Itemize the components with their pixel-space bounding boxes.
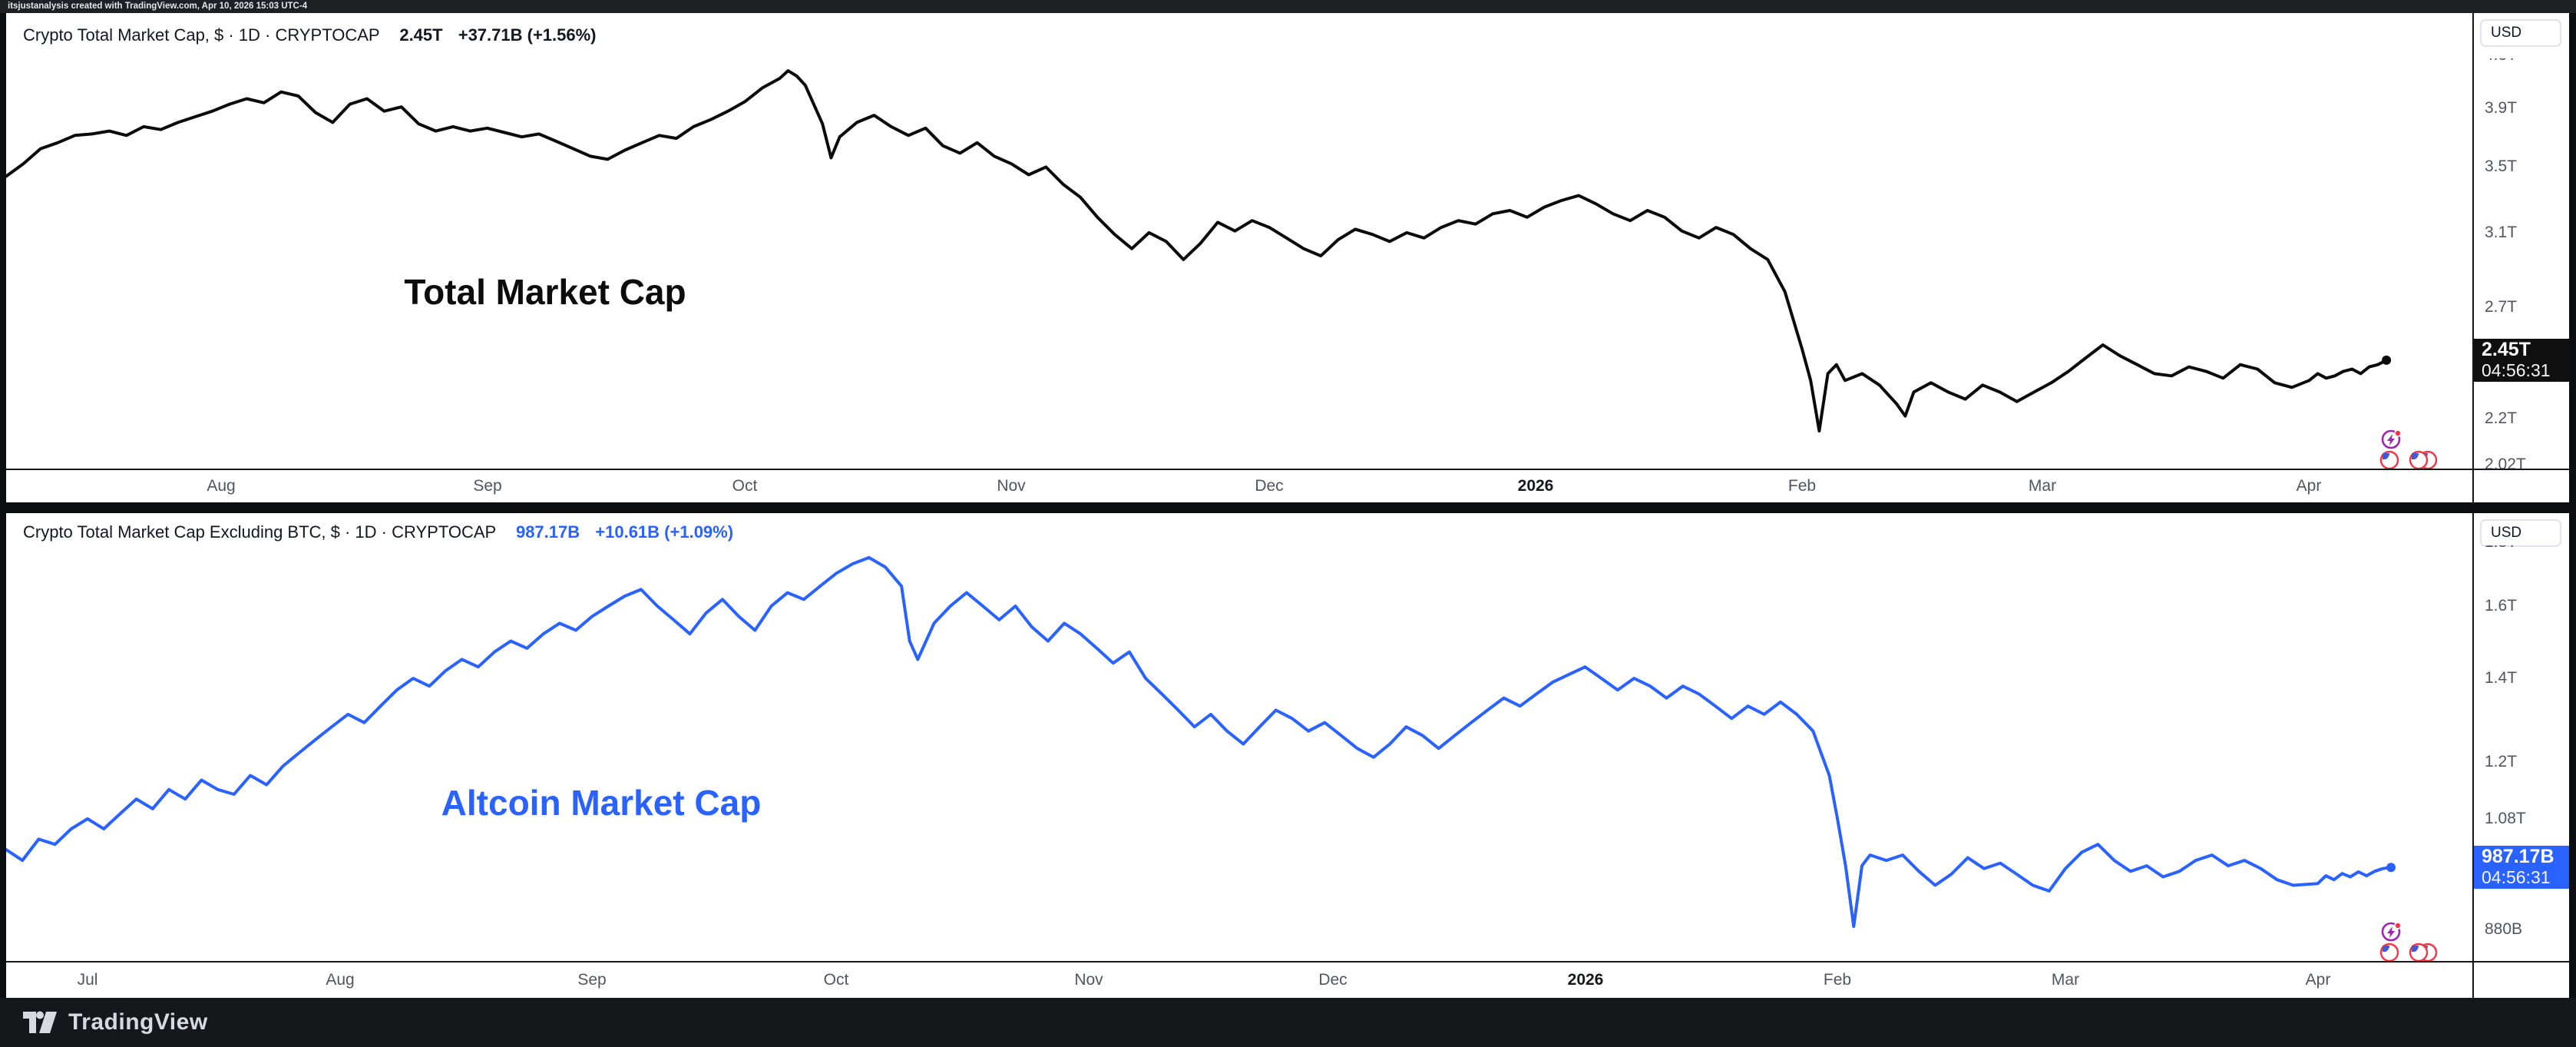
badge-price: 987.17B bbox=[2482, 846, 2555, 867]
last-price-dot bbox=[2382, 355, 2392, 365]
y-axis-tick: 1.6T bbox=[2485, 597, 2518, 615]
x-axis-tick: Apr bbox=[2305, 971, 2331, 989]
total-market-cap-chart[interactable] bbox=[6, 13, 2472, 470]
panel-divider[interactable] bbox=[0, 502, 2576, 513]
altcoin-market-cap-panel: Crypto Total Market Cap Excluding BTC, $… bbox=[6, 513, 2569, 998]
badge-countdown: 04:56:31 bbox=[2482, 867, 2551, 887]
y-axis-tick: 2.02T bbox=[2485, 456, 2526, 473]
x-axis-tick: Dec bbox=[1318, 971, 1348, 989]
altcoin-market-cap-chart[interactable] bbox=[6, 513, 2472, 963]
chart-annotation-altcoin: Altcoin Market Cap bbox=[441, 783, 762, 823]
chart-annotation-total: Total Market Cap bbox=[404, 272, 686, 312]
last-price: 2.45T bbox=[399, 25, 443, 45]
attribution-bar: itsjustanalysis created with TradingView… bbox=[0, 0, 2576, 13]
y-axis-tick: 2.2T bbox=[2485, 409, 2518, 427]
symbol-title: Crypto Total Market Cap, $ · 1D · CRYPTO… bbox=[23, 25, 380, 45]
x-axis-tick: Oct bbox=[823, 971, 849, 989]
attribution-text: itsjustanalysis created with TradingView… bbox=[8, 2, 308, 11]
y-axis-tick: 1.4T bbox=[2485, 669, 2518, 687]
symbol-legend[interactable]: Crypto Total Market Cap Excluding BTC, $… bbox=[23, 522, 733, 542]
y-axis-tick: 1.08T bbox=[2485, 810, 2526, 827]
us-flag-event-icon[interactable] bbox=[2379, 943, 2399, 963]
lightning-event-icon[interactable] bbox=[2381, 429, 2402, 449]
badge-price: 2.45T bbox=[2482, 339, 2531, 360]
y-axis-tick: 2.7T bbox=[2485, 298, 2518, 316]
x-axis-tick: Dec bbox=[1255, 477, 1284, 495]
price-axis[interactable]: USD 987.17B 04:56:31 1.8T 1.6T 1.4T 1.2T 1.0… bbox=[2472, 513, 2569, 998]
x-axis-tick: Sep bbox=[577, 971, 607, 989]
price-axis[interactable]: USD 2.45T 04:56:31 4.3T 3.9T 3.5T 3.1T 2.7T 2… bbox=[2472, 13, 2569, 502]
x-axis-tick: Nov bbox=[997, 477, 1026, 495]
y-axis-tick: 4.3T bbox=[2485, 46, 2518, 64]
x-axis-tick: Aug bbox=[207, 477, 236, 495]
tradingview-footer: TradingView bbox=[0, 998, 2576, 1047]
time-axis-border bbox=[6, 469, 2569, 470]
x-axis-tick: Mar bbox=[2051, 971, 2080, 989]
price-change: +10.61B (+1.09%) bbox=[595, 522, 734, 542]
symbol-legend[interactable]: Crypto Total Market Cap, $ · 1D · CRYPTO… bbox=[23, 25, 597, 45]
price-line bbox=[6, 555, 2392, 929]
x-axis-tick: Nov bbox=[1074, 971, 1103, 989]
last-price: 987.17B bbox=[515, 522, 580, 542]
y-axis-tick: 1.8T bbox=[2485, 545, 2517, 552]
event-markers[interactable] bbox=[2354, 425, 2439, 471]
x-axis-tick: Mar bbox=[2028, 477, 2057, 495]
time-axis[interactable]: Jul Aug Sep Oct Nov Dec 2026 Feb Mar Apr bbox=[6, 963, 2472, 998]
symbol-title: Crypto Total Market Cap Excluding BTC, $… bbox=[23, 522, 496, 542]
y-axis-tick: 3.1T bbox=[2485, 224, 2518, 241]
lightning-event-icon[interactable] bbox=[2381, 922, 2402, 942]
y-axis-tick: 3.9T bbox=[2485, 99, 2518, 117]
tradingview-logo[interactable] bbox=[23, 1009, 58, 1035]
x-axis-tick: Apr bbox=[2296, 477, 2322, 495]
currency-button[interactable]: USD bbox=[2480, 519, 2561, 547]
price-line bbox=[6, 69, 2389, 432]
us-flag-event-icon[interactable] bbox=[2409, 450, 2429, 470]
tradingview-logo-icon bbox=[23, 1011, 57, 1033]
x-axis-tick: Feb bbox=[1787, 477, 1817, 495]
y-axis-tick: 3.5T bbox=[2485, 157, 2518, 175]
tradingview-wordmark[interactable]: TradingView bbox=[68, 1009, 208, 1035]
price-change: +37.71B (+1.56%) bbox=[458, 25, 597, 45]
time-axis-border bbox=[6, 961, 2569, 963]
x-axis-tick: Sep bbox=[473, 477, 502, 495]
y-axis-tick: 1.2T bbox=[2485, 753, 2518, 770]
x-axis-tick: 2026 bbox=[1567, 971, 1604, 989]
x-axis-tick: Jul bbox=[77, 971, 98, 989]
currency-button[interactable]: USD bbox=[2480, 19, 2561, 47]
x-axis-tick: Feb bbox=[1823, 971, 1852, 989]
total-market-cap-panel: Crypto Total Market Cap, $ · 1D · CRYPTO… bbox=[6, 13, 2569, 502]
badge-countdown: 04:56:31 bbox=[2482, 360, 2551, 380]
price-badge: 2.45T 04:56:31 bbox=[2474, 339, 2569, 382]
us-flag-event-icon[interactable] bbox=[2409, 943, 2429, 963]
event-markers[interactable] bbox=[2354, 917, 2439, 963]
y-axis-tick: 880B bbox=[2485, 920, 2523, 938]
last-price-dot bbox=[2386, 863, 2396, 873]
x-axis-tick: Aug bbox=[326, 971, 355, 989]
time-axis[interactable]: Aug Sep Oct Nov Dec 2026 Feb Mar Apr bbox=[6, 470, 2472, 502]
x-axis-tick: 2026 bbox=[1517, 477, 1554, 495]
price-badge: 987.17B 04:56:31 bbox=[2474, 846, 2569, 889]
x-axis-tick: Oct bbox=[732, 477, 758, 495]
us-flag-event-icon[interactable] bbox=[2379, 450, 2399, 470]
